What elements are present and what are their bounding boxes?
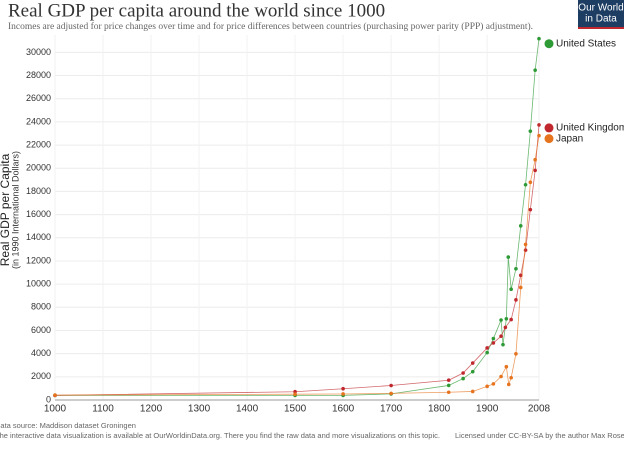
logo-box: [578, 0, 624, 27]
data-point: [293, 389, 297, 394]
data-point: [485, 350, 489, 355]
x-tick-label: 1800: [428, 404, 451, 415]
data-point: [537, 36, 541, 41]
data-point: [499, 318, 503, 322]
y-tick-label: 10000: [26, 279, 51, 289]
data-point: [509, 317, 513, 322]
series-line: [54, 135, 540, 396]
x-tick-label: 1300: [188, 404, 211, 415]
data-point: [53, 393, 57, 397]
data-point: [528, 180, 533, 185]
data-point: [514, 266, 518, 271]
data-point: [533, 68, 537, 72]
data-point: [514, 298, 518, 302]
data-point: [523, 242, 528, 247]
legend-marker: [544, 134, 554, 144]
data-point: [499, 374, 503, 379]
data-point: [523, 248, 528, 252]
y-tick-label: 4000: [31, 348, 51, 358]
legend-label: United States: [556, 38, 616, 49]
y-tick-label: 26000: [26, 93, 51, 103]
x-tick-label: 1000: [44, 404, 67, 415]
data-point: [528, 207, 533, 212]
y-tick-label: 30000: [26, 47, 51, 57]
x-tick-label: 1700: [380, 404, 403, 415]
data-point: [504, 364, 509, 369]
data-point: [509, 287, 513, 292]
data-point: [528, 129, 533, 133]
data-point: [499, 334, 503, 339]
data-point: [341, 386, 345, 391]
y-tick-label: 22000: [26, 139, 51, 149]
data-point: [501, 342, 505, 347]
data-point: [485, 384, 489, 389]
data-point: [446, 378, 451, 383]
series-line: [55, 38, 540, 396]
legend-label: Japan: [556, 133, 583, 144]
y-tick-label: 28000: [26, 70, 51, 80]
data-point: [533, 168, 537, 173]
data-point: [518, 224, 523, 228]
data-point: [341, 392, 345, 396]
data-point: [470, 369, 475, 374]
y-tick-label: 14000: [26, 232, 51, 242]
y-tick-label: 0: [46, 394, 51, 404]
logo-text: in Data: [585, 14, 617, 25]
data-point: [518, 285, 523, 290]
footer-license: Licensed under CC-BY-SA by the author Ma…: [455, 431, 624, 440]
data-point: [461, 371, 465, 375]
y-tick-label: 8000: [31, 302, 51, 312]
x-tick-label: 1600: [332, 404, 355, 415]
y-tick-label: 12000: [26, 255, 51, 265]
data-point: [523, 182, 528, 187]
x-tick-label: 2008: [528, 404, 551, 415]
data-point: [509, 375, 513, 380]
footer-note: The interactive data visualization is av…: [0, 431, 440, 440]
legend-marker: [544, 123, 554, 133]
data-point: [514, 352, 518, 356]
data-point: [491, 341, 496, 345]
data-point: [485, 346, 489, 350]
logo-text: Our World: [578, 3, 623, 14]
data-point: [533, 157, 537, 162]
chart-title: Real GDP per capita around the world sin…: [8, 0, 385, 21]
y-axis-title: Real GDP per Capita: [0, 153, 12, 266]
data-point: [389, 391, 393, 396]
data-point: [506, 255, 511, 259]
legend-marker: [544, 39, 554, 49]
data-point: [491, 382, 496, 386]
y-tick-label: 18000: [26, 186, 51, 196]
data-point: [446, 390, 451, 395]
x-tick-label: 1500: [284, 404, 307, 415]
x-tick-label: 1400: [236, 404, 259, 415]
x-tick-label: 1900: [476, 404, 499, 415]
data-point: [504, 316, 509, 321]
chart-subtitle: Incomes are adjusted for price changes o…: [8, 21, 533, 32]
y-axis-subtitle: (in 1990 International Dollars): [10, 151, 20, 269]
y-tick-label: 20000: [26, 163, 51, 173]
x-tick-label: 1100: [92, 404, 114, 415]
data-point: [470, 389, 475, 394]
data-point: [461, 376, 465, 381]
data-point: [389, 383, 393, 388]
data-point: [293, 392, 297, 397]
data-point: [506, 382, 511, 387]
legend-label: United Kingdom: [556, 123, 624, 134]
data-point: [470, 361, 475, 365]
data-point: [537, 123, 541, 127]
logo-bar: [578, 27, 624, 29]
data-point: [503, 325, 508, 330]
y-tick-label: 24000: [26, 116, 51, 126]
x-tick-label: 1200: [140, 404, 163, 415]
footer-source: Data source: Maddison dataset Groningen: [0, 421, 136, 430]
data-point: [537, 133, 541, 138]
series-line: [54, 124, 540, 396]
y-tick-label: 2000: [31, 371, 51, 381]
y-tick-label: 16000: [26, 209, 51, 219]
data-point: [446, 383, 451, 388]
data-point: [491, 336, 496, 341]
y-tick-label: 6000: [31, 325, 51, 335]
